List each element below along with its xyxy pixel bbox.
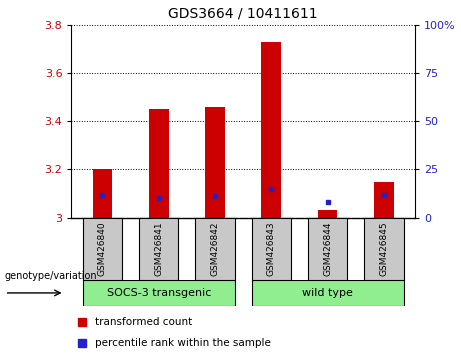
- Bar: [149, 109, 169, 218]
- Text: GSM426841: GSM426841: [154, 221, 163, 276]
- Text: GSM426845: GSM426845: [379, 221, 389, 276]
- Bar: [261, 42, 281, 218]
- Bar: [205, 107, 225, 218]
- Text: percentile rank within the sample: percentile rank within the sample: [95, 338, 272, 348]
- Text: SOCS-3 transgenic: SOCS-3 transgenic: [106, 288, 211, 298]
- Bar: [195, 218, 235, 280]
- Bar: [252, 218, 291, 280]
- Bar: [139, 218, 178, 280]
- Text: GSM426842: GSM426842: [211, 222, 219, 276]
- Bar: [83, 218, 122, 280]
- Bar: [364, 218, 404, 280]
- Bar: [374, 182, 394, 218]
- Bar: [252, 280, 404, 306]
- Text: GSM426844: GSM426844: [323, 222, 332, 276]
- Text: GSM426840: GSM426840: [98, 221, 107, 276]
- Bar: [93, 170, 112, 218]
- Text: genotype/variation: genotype/variation: [5, 270, 97, 280]
- Bar: [308, 218, 347, 280]
- Bar: [83, 280, 235, 306]
- Bar: [318, 211, 337, 218]
- Text: GSM426843: GSM426843: [267, 221, 276, 276]
- Text: wild type: wild type: [302, 288, 353, 298]
- Text: transformed count: transformed count: [95, 316, 193, 327]
- Title: GDS3664 / 10411611: GDS3664 / 10411611: [168, 7, 318, 21]
